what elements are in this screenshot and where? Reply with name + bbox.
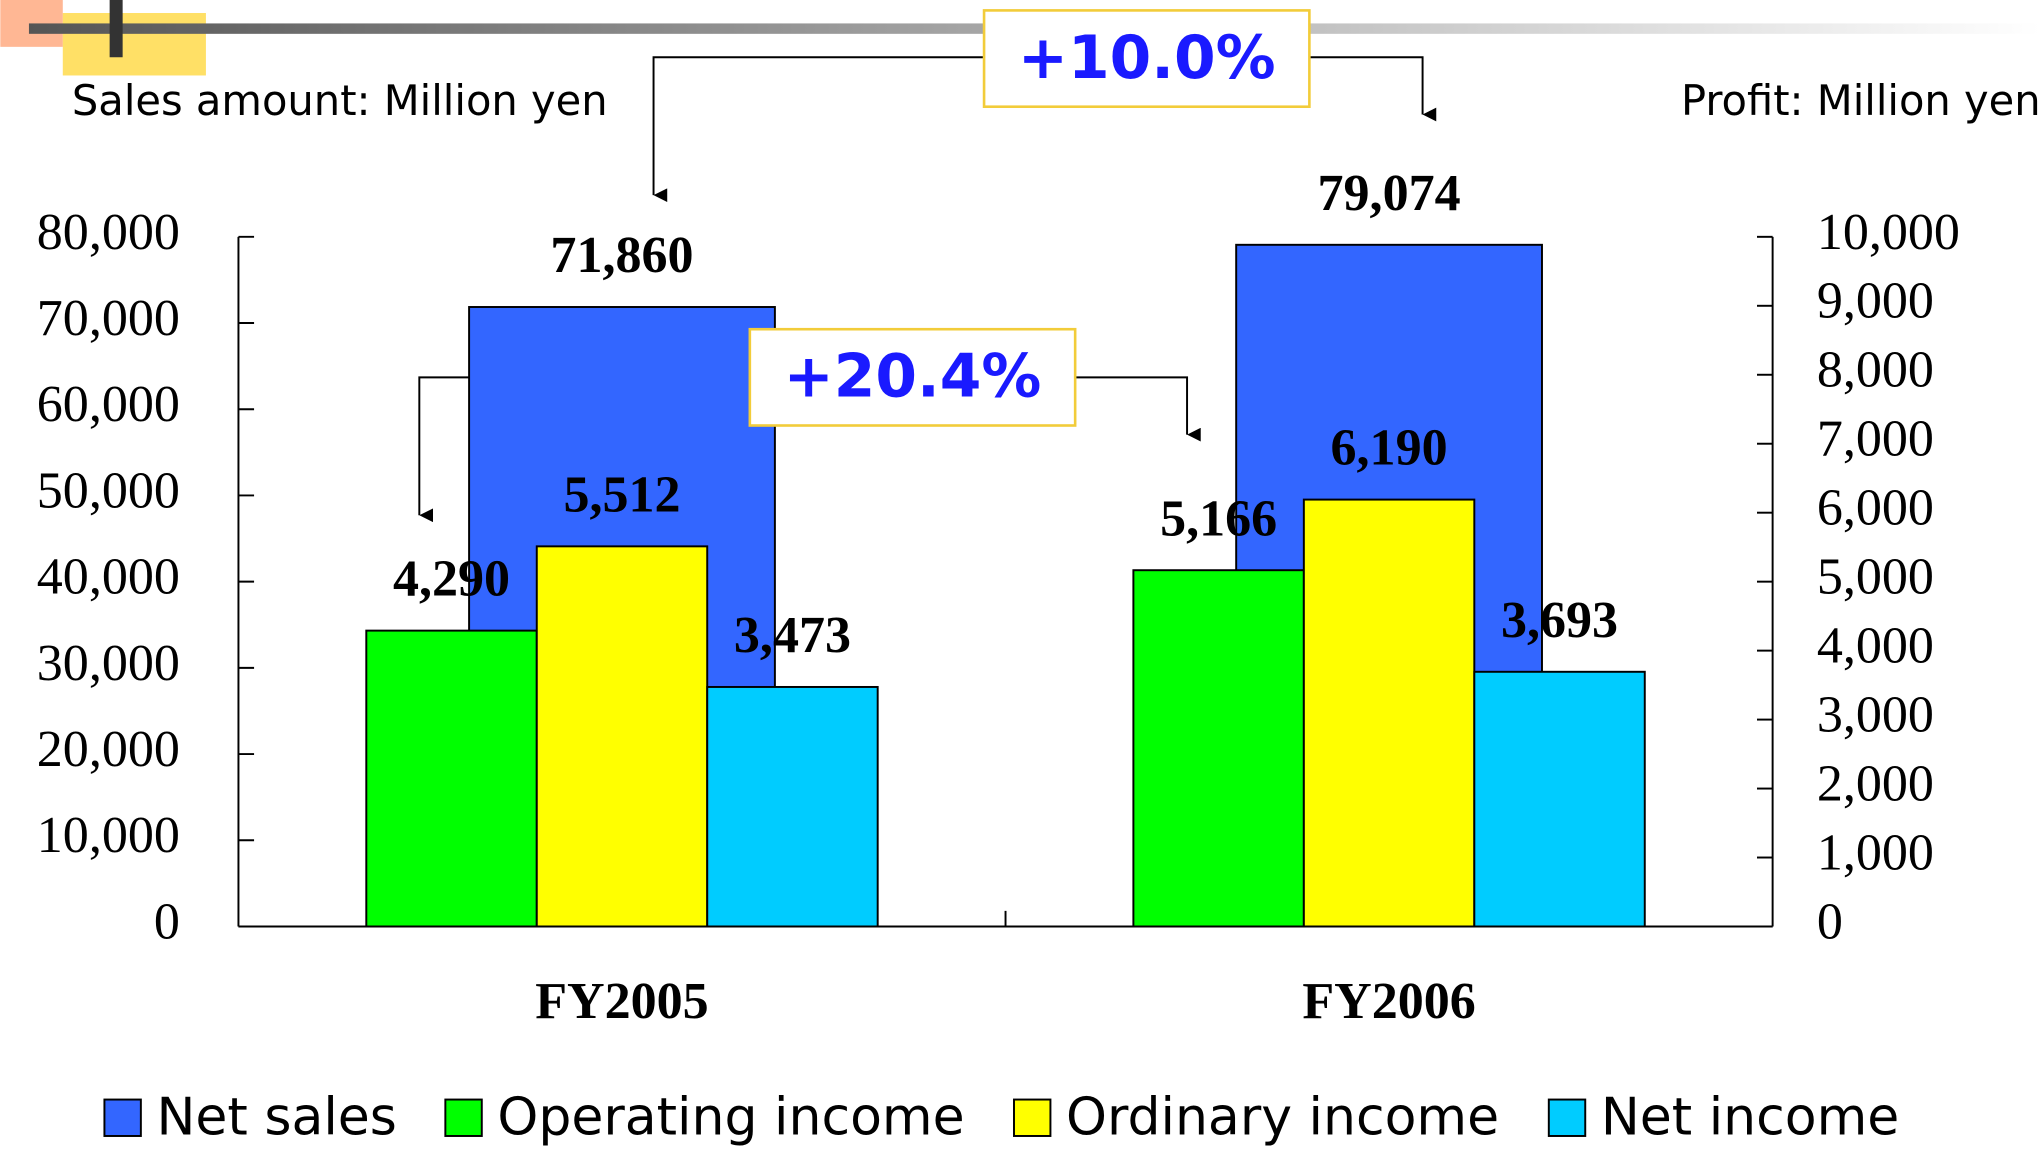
- y-tick-label: 80,000: [37, 204, 180, 261]
- data-label: 6,190: [1331, 420, 1448, 477]
- y2-tick-label: 5,000: [1817, 549, 1934, 606]
- bar: [1473, 670, 1646, 928]
- plot: 71,860 4,290 5,512 3,473 79,074 5,166 6,190 3,6…: [365, 165, 1646, 928]
- y-tick-label: 70,000: [37, 290, 180, 347]
- y2-tick-label: 8,000: [1817, 342, 1934, 399]
- data-label: 5,166: [1160, 490, 1277, 547]
- data-label: 71,860: [550, 227, 693, 284]
- legend-label: Net sales: [156, 1087, 396, 1147]
- legend-label: Net income: [1601, 1087, 1899, 1147]
- data-label: 4,290: [393, 551, 510, 608]
- y-tick-label: 40,000: [37, 549, 180, 606]
- decor-square: [62, 13, 206, 76]
- y-tick-label: 30,000: [37, 635, 180, 692]
- x-tick-label: FY2005: [535, 973, 708, 1030]
- data-label: 79,074: [1318, 165, 1461, 222]
- y2-tick-label: 3,000: [1817, 687, 1934, 744]
- bar: [365, 629, 538, 928]
- bar: [1132, 569, 1305, 928]
- annotation-text: +10.0%: [1018, 23, 1276, 93]
- annotation: +20.4%: [748, 327, 1077, 427]
- annotation-text: +20.4%: [784, 342, 1042, 412]
- y2-tick-label: 10,000: [1817, 204, 1960, 261]
- legend-swatch: [1547, 1098, 1587, 1137]
- y2-tick-label: 4,000: [1817, 618, 1934, 675]
- legend-swatch: [1013, 1098, 1052, 1137]
- bar: [1302, 498, 1476, 928]
- y-axis-label: Sales amount: Million yen: [72, 76, 608, 125]
- legend-swatch: [103, 1098, 142, 1137]
- y-tick-label: 0: [154, 893, 180, 950]
- y2-tick-label: 2,000: [1817, 755, 1934, 812]
- data-label: 3,473: [734, 607, 851, 664]
- decor-bar: [109, 0, 123, 58]
- y2-tick-label: 0: [1817, 893, 1843, 950]
- bar: [706, 685, 879, 928]
- y-tick-label: 20,000: [37, 721, 180, 778]
- annotation: +10.0%: [982, 9, 1311, 109]
- y2-axis-label: Profit: Million yen: [1681, 76, 2041, 125]
- y-tick-label: 50,000: [37, 462, 180, 519]
- y2-tick-label: 7,000: [1817, 411, 1934, 468]
- y2-tick-label: 9,000: [1817, 273, 1934, 330]
- y-tick-label: 60,000: [37, 376, 180, 433]
- data-label: 3,693: [1501, 592, 1618, 649]
- data-label: 5,512: [563, 466, 680, 523]
- y2-tick-label: 6,000: [1817, 480, 1934, 537]
- y2-tick-label: 1,000: [1817, 824, 1934, 881]
- legend-label: Ordinary income: [1066, 1087, 1499, 1147]
- bar: [535, 545, 709, 928]
- x-tick-label: FY2006: [1302, 973, 1475, 1030]
- y-tick-label: 10,000: [37, 807, 180, 864]
- legend-swatch: [444, 1098, 483, 1137]
- legend-label: Operating income: [497, 1087, 964, 1147]
